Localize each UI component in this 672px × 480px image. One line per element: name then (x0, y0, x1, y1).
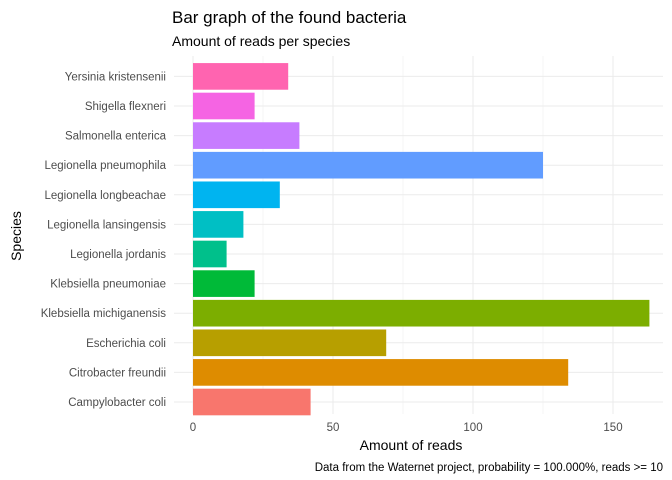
x-axis-title: Amount of reads (360, 437, 463, 453)
y-tick-label: Campylobacter coli (68, 397, 166, 409)
y-tick-label: Escherichia coli (86, 338, 166, 350)
chart-caption: Data from the Waternet project, probabil… (315, 462, 663, 474)
bar (193, 63, 289, 90)
bar (193, 359, 569, 386)
y-tick-label: Klebsiella michiganensis (41, 308, 167, 320)
bar (193, 92, 255, 120)
bar (193, 388, 311, 416)
chart-title: Bar graph of the found bacteria (172, 8, 407, 27)
y-tick-label: Legionella longbeachae (45, 190, 167, 202)
bar (193, 240, 227, 268)
bar (193, 329, 387, 357)
bar (193, 122, 300, 149)
x-tick-label: 100 (463, 422, 482, 434)
y-axis-title: Species (8, 211, 24, 261)
bar (193, 270, 255, 297)
y-tick-label: Yersinia kristensenii (65, 71, 166, 83)
y-tick-label: Klebsiella pneumoniae (50, 279, 166, 291)
y-tick-label: Legionella jordanis (70, 249, 166, 261)
x-tick-label: 150 (603, 422, 622, 434)
x-tick-label: 50 (327, 422, 340, 434)
bars (193, 63, 650, 416)
x-tick-label: 0 (190, 422, 196, 434)
chart-subtitle: Amount of reads per species (172, 33, 350, 49)
bar (193, 211, 244, 238)
bar (193, 151, 543, 179)
y-tick-label: Shigella flexneri (85, 101, 166, 113)
x-tick-labels: 0 50 100 150 (190, 422, 623, 434)
bar (193, 299, 650, 327)
y-tick-label: Citrobacter freundii (69, 367, 166, 379)
bar (193, 181, 280, 209)
y-tick-label: Legionella pneumophila (45, 160, 167, 172)
y-tick-label: Salmonella enterica (65, 131, 167, 143)
y-tick-label: Legionella lansingensis (47, 219, 166, 231)
y-tick-labels: Campylobacter coli Citrobacter freundii Es… (41, 71, 167, 409)
